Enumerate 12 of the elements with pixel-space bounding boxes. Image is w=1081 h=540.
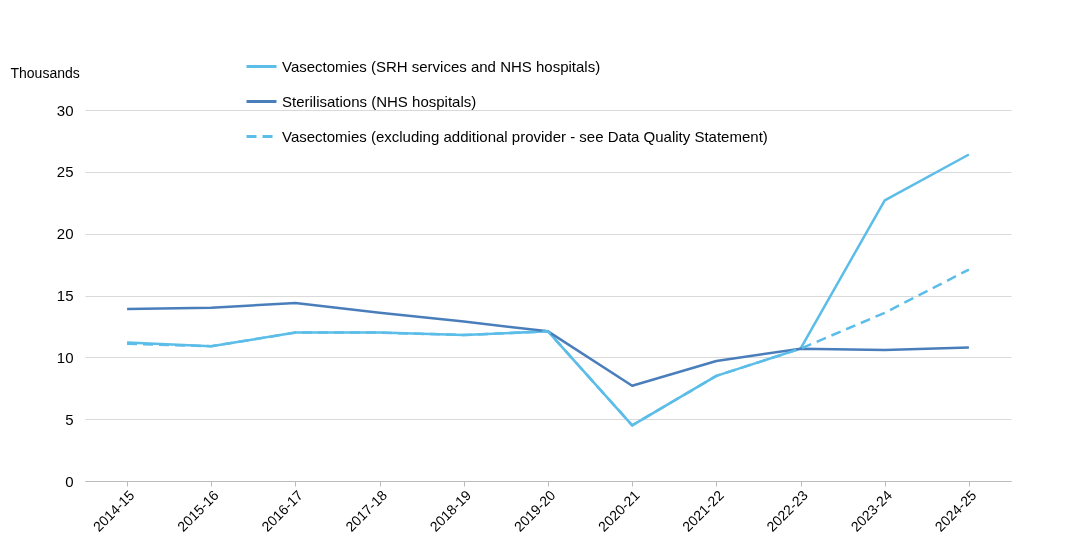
y-axis-title: Thousands: [10, 64, 80, 81]
legend-label: Vasectomies (excluding additional provider - see Data Quality Statement): [282, 127, 768, 145]
y-tick-label: 30: [56, 101, 74, 119]
y-tick-label: 0: [65, 472, 74, 490]
legend-label: Sterilisations (NHS hospitals): [282, 92, 477, 110]
legend-label: Vasectomies (SRH services and NHS hospitals): [282, 57, 601, 75]
line-series: [125, 301, 971, 388]
y-tick-label: 10: [56, 348, 74, 366]
y-tick-label: 15: [56, 287, 74, 304]
y-tick-label: 20: [56, 225, 74, 243]
y-tick-label: 5: [65, 410, 74, 428]
y-tick-label: 25: [56, 163, 74, 181]
